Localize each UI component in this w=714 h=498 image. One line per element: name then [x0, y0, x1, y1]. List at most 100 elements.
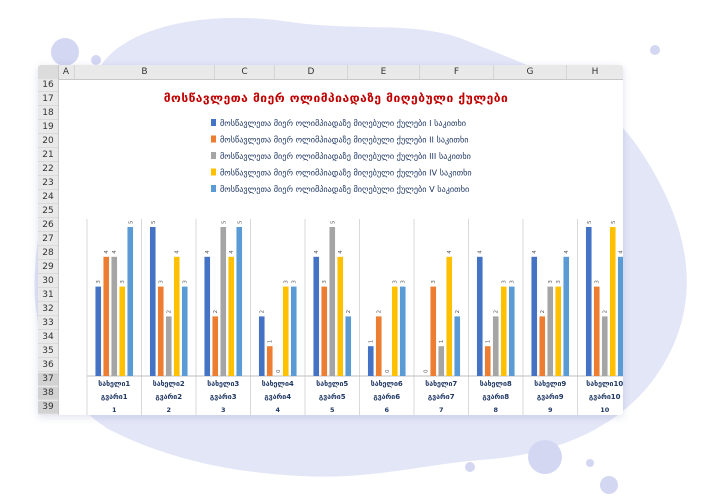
bar: [282, 286, 289, 376]
data-label: 4: [229, 250, 235, 254]
background-dot: [465, 462, 475, 472]
bar: [399, 286, 406, 376]
column-header-d[interactable]: D: [275, 65, 348, 79]
legend-label: მოსწავლეთა მიერ ოლიმპიადაზე მიღებული ქულ…: [220, 135, 468, 145]
bar: [181, 286, 188, 376]
category-label-number: 4: [275, 406, 280, 414]
bar: [220, 227, 227, 376]
column-header-b[interactable]: B: [75, 65, 215, 79]
column-header-h[interactable]: H: [591, 67, 599, 77]
legend-label: მოსწავლეთა მიერ ოლიმპიადაზე მიღებული ქულ…: [220, 168, 472, 178]
column-header-f[interactable]: F: [420, 65, 494, 79]
row-header[interactable]: 32: [38, 303, 58, 316]
row-header[interactable]: 33: [38, 317, 58, 330]
row-header[interactable]: 36: [38, 359, 58, 372]
row-header[interactable]: 35: [38, 345, 58, 358]
data-label: 0: [385, 369, 391, 373]
bar: [103, 256, 110, 376]
row-header[interactable]: 21: [38, 149, 58, 162]
data-label: 3: [183, 280, 189, 284]
bar: [290, 286, 297, 376]
category-label-number: 7: [439, 406, 444, 414]
data-label: 4: [314, 250, 320, 254]
bar: [173, 256, 180, 376]
category-label-number: 3: [221, 406, 226, 414]
row-header[interactable]: 19: [38, 121, 58, 134]
bar: [127, 227, 134, 376]
bar: [321, 286, 328, 376]
category-label-number: 1: [112, 406, 117, 414]
row-header[interactable]: 26: [38, 219, 58, 232]
category-label-surname: გვარი10: [589, 393, 621, 401]
data-label: 2: [494, 310, 500, 314]
row-header[interactable]: 28: [38, 247, 58, 260]
background-dot: [650, 45, 660, 55]
bar: [236, 227, 243, 376]
category-label-name: სახელი10: [586, 380, 623, 388]
bar: [531, 256, 538, 376]
bar: [258, 316, 265, 376]
row-header[interactable]: 23: [38, 177, 58, 190]
data-label: 5: [128, 220, 134, 224]
data-label: 4: [564, 250, 570, 254]
row-header[interactable]: 29: [38, 261, 58, 274]
row-header[interactable]: 20: [38, 135, 58, 148]
row-header[interactable]: 17: [38, 93, 58, 106]
row-header[interactable]: 31: [38, 289, 58, 302]
bar: [430, 286, 437, 376]
category-label-surname: გვარი8: [482, 393, 509, 401]
row-header[interactable]: 37: [38, 373, 58, 386]
bar: [500, 286, 507, 376]
row-header[interactable]: 38: [38, 387, 58, 400]
row-header[interactable]: 30: [38, 275, 58, 288]
background-dot: [91, 55, 101, 65]
bar: [539, 316, 546, 376]
category-label-number: 9: [548, 406, 553, 414]
category-label-number: 2: [166, 406, 171, 414]
data-label: 4: [112, 250, 118, 254]
data-label: 2: [213, 310, 219, 314]
bar: [547, 286, 554, 376]
data-label: 4: [532, 250, 538, 254]
bar: [601, 316, 608, 376]
data-label: 3: [548, 280, 554, 284]
data-label: 2: [455, 310, 461, 314]
column-header-g[interactable]: G: [494, 65, 567, 79]
bar: [95, 286, 102, 376]
category-label-surname: გვარი3: [210, 393, 237, 401]
row-header[interactable]: 16: [38, 79, 58, 92]
row-header[interactable]: 18: [38, 107, 58, 120]
data-label: 5: [221, 220, 227, 224]
category-label-name: სახელი4: [262, 380, 294, 388]
data-label: 3: [510, 280, 516, 284]
bar: [204, 256, 211, 376]
category-label-name: სახელი1: [98, 380, 130, 388]
column-header-c[interactable]: C: [215, 65, 275, 79]
row-header[interactable]: 25: [38, 205, 58, 218]
background-dot: [51, 38, 79, 66]
bar: [555, 286, 562, 376]
category-label-number: 8: [493, 406, 498, 414]
row-header[interactable]: 34: [38, 331, 58, 344]
row-header[interactable]: 39: [38, 401, 58, 414]
legend-label: მოსწავლეთა მიერ ოლიმპიადაზე მიღებული ქულ…: [220, 184, 469, 194]
data-label: 3: [431, 280, 437, 284]
column-header-e[interactable]: E: [348, 65, 420, 79]
select-all-corner[interactable]: [38, 65, 59, 79]
data-label: 2: [377, 310, 383, 314]
bar: [508, 286, 515, 376]
column-header-a[interactable]: A: [58, 65, 75, 79]
data-label: 3: [120, 280, 126, 284]
category-label-name: სახელი9: [534, 380, 566, 388]
row-header[interactable]: 22: [38, 163, 58, 176]
bar: [266, 346, 273, 376]
category-label-surname: გვარი4: [264, 393, 291, 401]
legend-swatch: [211, 119, 216, 126]
row-header[interactable]: 27: [38, 233, 58, 246]
row-header[interactable]: 24: [38, 191, 58, 204]
bar: [609, 227, 616, 376]
legend-swatch: [211, 135, 216, 143]
data-label: 5: [611, 220, 617, 224]
category-label-surname: გვარი6: [373, 393, 400, 401]
bar: [563, 256, 570, 376]
